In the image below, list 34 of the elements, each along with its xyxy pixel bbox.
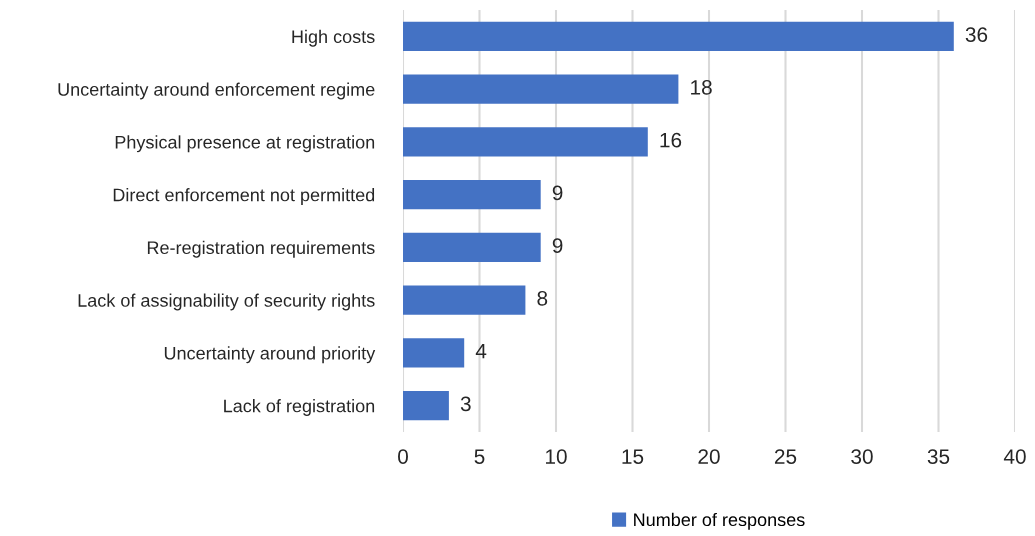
data-label: 9 xyxy=(552,185,563,201)
y-tick-label: Lack of assignability of security rights xyxy=(78,293,375,311)
x-tick-label: 25 xyxy=(774,449,797,464)
x-tick-label: 20 xyxy=(698,449,720,464)
x-tick-label: 0 xyxy=(398,449,408,464)
legend-label: Number of responses xyxy=(634,512,805,530)
bar xyxy=(403,180,541,210)
x-tick-label: 35 xyxy=(927,449,950,464)
x-tick-label: 40 xyxy=(1003,449,1026,464)
bar xyxy=(403,391,449,421)
y-tick-label: Direct enforcement not permitted xyxy=(113,188,375,205)
data-label: 18 xyxy=(691,79,712,95)
bar xyxy=(403,338,465,368)
y-tick-label: Physical presence at registration xyxy=(115,135,375,153)
x-tick-label: 15 xyxy=(622,449,644,464)
bar xyxy=(403,21,954,51)
x-tick-label: 10 xyxy=(546,449,567,464)
bar xyxy=(403,74,679,104)
bar xyxy=(403,127,648,157)
y-tick-label: Uncertainty around enforcement regime xyxy=(58,82,375,100)
data-label: 9 xyxy=(552,238,563,253)
bar xyxy=(403,285,526,315)
data-label: 16 xyxy=(660,132,682,148)
data-label: 3 xyxy=(460,396,471,412)
y-tick-label: High costs xyxy=(292,29,375,47)
y-tick-label: Re-registration requirements xyxy=(147,240,375,258)
x-tick-label: 5 xyxy=(474,449,485,464)
data-label: 36 xyxy=(965,27,988,42)
data-label: 8 xyxy=(537,290,548,306)
y-tick-label: Uncertainty around priority xyxy=(164,346,376,364)
x-tick-label: 30 xyxy=(851,449,873,464)
data-label: 4 xyxy=(475,343,487,359)
y-tick-label: Lack of registration xyxy=(224,399,375,416)
bar xyxy=(403,232,541,262)
